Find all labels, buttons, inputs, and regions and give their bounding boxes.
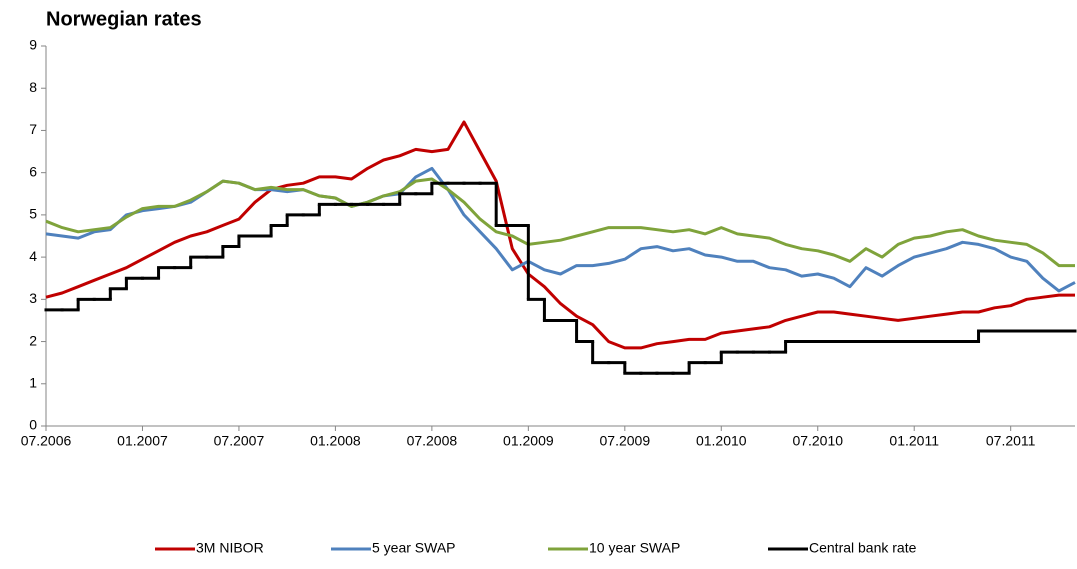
legend-label: Central bank rate <box>809 540 917 556</box>
legend-label: 3M NIBOR <box>196 540 264 556</box>
x-tick-label: 07.2010 <box>792 433 843 449</box>
y-tick-label: 6 <box>29 163 37 179</box>
x-tick-label: 01.2009 <box>503 433 554 449</box>
chart-title: Norwegian rates <box>46 8 202 30</box>
y-tick-label: 7 <box>29 121 37 137</box>
y-tick-label: 3 <box>29 290 37 306</box>
x-tick-label: 07.2008 <box>407 433 458 449</box>
y-tick-label: 9 <box>29 37 37 53</box>
y-tick-label: 4 <box>29 248 37 264</box>
x-tick-label: 07.2006 <box>21 433 72 449</box>
legend-label: 5 year SWAP <box>372 540 456 556</box>
x-tick-label: 07.2009 <box>600 433 651 449</box>
x-tick-label: 01.2010 <box>696 433 747 449</box>
y-tick-label: 8 <box>29 79 37 95</box>
legend-label: 10 year SWAP <box>589 540 680 556</box>
y-tick-label: 5 <box>29 206 37 222</box>
y-tick-label: 1 <box>29 374 37 390</box>
series-line <box>45 120 1075 350</box>
y-tick-label: 2 <box>29 332 37 348</box>
series-line <box>45 177 1075 268</box>
x-tick-label: 07.2011 <box>986 433 1036 449</box>
y-tick-label: 0 <box>29 417 37 433</box>
x-tick-label: 07.2007 <box>214 433 265 449</box>
x-tick-label: 01.2008 <box>310 433 361 449</box>
x-tick-label: 01.2011 <box>889 433 939 449</box>
x-tick-label: 01.2007 <box>117 433 168 449</box>
series-line <box>45 166 1076 293</box>
